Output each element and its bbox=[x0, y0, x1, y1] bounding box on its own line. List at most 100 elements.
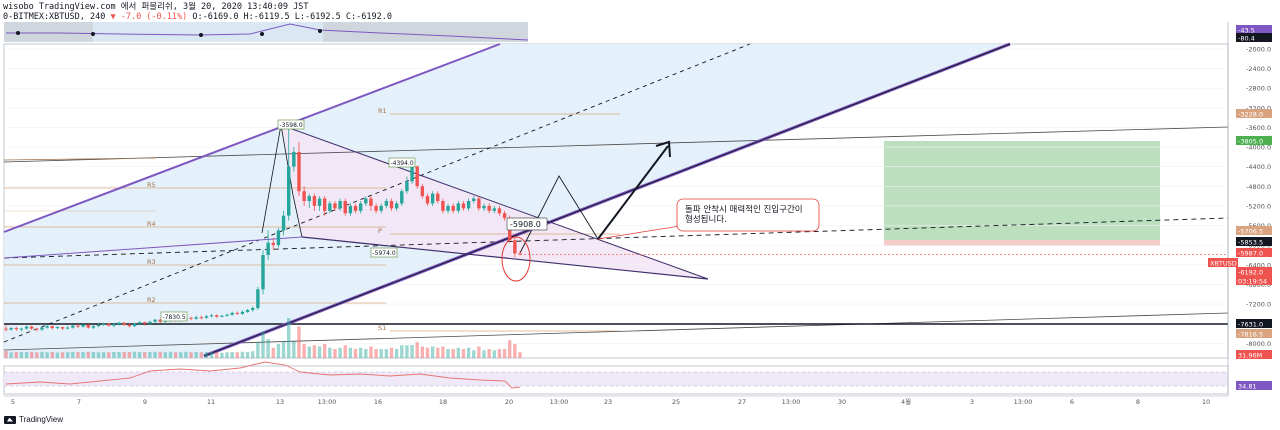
candle bbox=[71, 324, 75, 329]
candle bbox=[307, 193, 311, 209]
x-tick-label: 25 bbox=[672, 398, 680, 406]
candle-body bbox=[230, 312, 234, 315]
x-tick-label: 6 bbox=[1070, 398, 1074, 406]
volume-bar bbox=[508, 340, 512, 358]
volume-bar bbox=[482, 350, 486, 358]
candle-body bbox=[451, 205, 455, 211]
volume-bar bbox=[65, 352, 70, 358]
navigator-handle bbox=[318, 29, 322, 33]
volume-bar bbox=[348, 347, 353, 358]
p-label-box bbox=[370, 247, 398, 258]
volume-bar bbox=[333, 349, 337, 358]
volume-bar bbox=[199, 352, 204, 358]
candle bbox=[19, 327, 24, 332]
candle-body bbox=[101, 323, 106, 325]
price-tag: -80.4 bbox=[1236, 33, 1272, 43]
volume-bar bbox=[81, 352, 85, 358]
price-tag: -5853.5 bbox=[1236, 237, 1272, 247]
volume-bar bbox=[184, 351, 188, 358]
volume-bar bbox=[394, 349, 399, 358]
note-text: 돌파 안착시 매력적인 진입구간이 bbox=[685, 204, 803, 215]
candle bbox=[127, 323, 132, 328]
volume-bar bbox=[492, 350, 496, 358]
candle-body bbox=[333, 203, 337, 209]
candle-body bbox=[302, 191, 306, 201]
volume-bar bbox=[209, 352, 214, 358]
y-tick-label: -8000.0 bbox=[1246, 340, 1271, 348]
candle-body bbox=[194, 317, 198, 319]
candle bbox=[312, 193, 317, 211]
price-tag-bg bbox=[1208, 258, 1238, 267]
volume-bar bbox=[405, 345, 409, 358]
candle bbox=[451, 203, 455, 214]
tradingview-brand: TradingView bbox=[19, 415, 64, 424]
x-tick-label: 3 bbox=[970, 398, 974, 406]
note-pointer bbox=[597, 225, 681, 240]
candle bbox=[45, 325, 49, 329]
triangle-top-line bbox=[280, 124, 709, 280]
volume-bar bbox=[266, 339, 270, 358]
candle-body bbox=[117, 322, 121, 325]
price-tag-text: -5987.0 bbox=[1238, 250, 1263, 258]
highlight-ellipse bbox=[501, 236, 531, 282]
price-tag-bg bbox=[1236, 25, 1272, 34]
volume-bar bbox=[230, 352, 234, 358]
candle-body bbox=[220, 315, 224, 317]
low-label-box bbox=[160, 311, 188, 322]
price-tag: XBTUSD bbox=[1208, 258, 1238, 268]
volume-bar bbox=[127, 352, 132, 358]
fib-level-label: R4 bbox=[147, 220, 156, 228]
volume-bar bbox=[302, 344, 306, 358]
price-tag-bg bbox=[1236, 109, 1272, 118]
candle-body bbox=[45, 326, 49, 328]
candle-body bbox=[127, 324, 132, 327]
candle bbox=[112, 323, 116, 328]
volume-bar bbox=[30, 351, 34, 358]
candle-body bbox=[30, 326, 34, 329]
candle-body bbox=[384, 201, 389, 206]
candle bbox=[50, 325, 54, 330]
rsi-band bbox=[4, 372, 1228, 386]
volume-bar bbox=[112, 352, 116, 358]
volume-bar bbox=[261, 331, 265, 358]
volume-bar bbox=[143, 352, 147, 358]
candle-body bbox=[312, 196, 317, 206]
candle bbox=[441, 198, 445, 214]
candle bbox=[343, 198, 347, 216]
candle-body bbox=[204, 316, 209, 318]
candle bbox=[358, 201, 363, 214]
price-tag: -5706.5 bbox=[1236, 226, 1272, 236]
candle bbox=[137, 321, 142, 326]
chart-header: wisobo TradingView.com 에서 퍼블리쉬, 3월 20, 2… bbox=[3, 2, 392, 22]
low-label-text: -7830.5 bbox=[163, 314, 186, 321]
x-tick-label: 27 bbox=[738, 398, 746, 406]
fib-level-label: P bbox=[378, 227, 382, 235]
volume-bar bbox=[163, 352, 168, 358]
price-tag-bg bbox=[1236, 276, 1272, 285]
channel-upper-line bbox=[3, 43, 501, 233]
candle bbox=[235, 311, 239, 315]
price-tag: 03:19:54 bbox=[1236, 276, 1272, 286]
x-tick-label: 10 bbox=[1202, 398, 1210, 406]
candle bbox=[215, 314, 219, 318]
candle bbox=[117, 321, 121, 326]
volume-bar bbox=[40, 351, 44, 358]
volume-bar bbox=[194, 352, 198, 358]
candle-body bbox=[353, 205, 358, 211]
y-tick-label: -4400.0 bbox=[1246, 163, 1271, 171]
candle-body bbox=[487, 205, 491, 211]
candle bbox=[394, 201, 399, 211]
volume-bar bbox=[9, 352, 13, 358]
price-tag-bg bbox=[1236, 248, 1272, 257]
candle-body bbox=[307, 196, 311, 201]
candle-body bbox=[410, 166, 414, 182]
p-label: -5974.0 bbox=[370, 247, 398, 258]
x-tick-label: 8 bbox=[1136, 398, 1140, 406]
x-tick-label: 16 bbox=[374, 398, 382, 406]
candle bbox=[230, 311, 234, 316]
candle bbox=[420, 183, 425, 199]
candle-body bbox=[472, 198, 476, 201]
candle bbox=[466, 198, 471, 211]
price-tag: -7631.0 bbox=[1236, 319, 1272, 329]
